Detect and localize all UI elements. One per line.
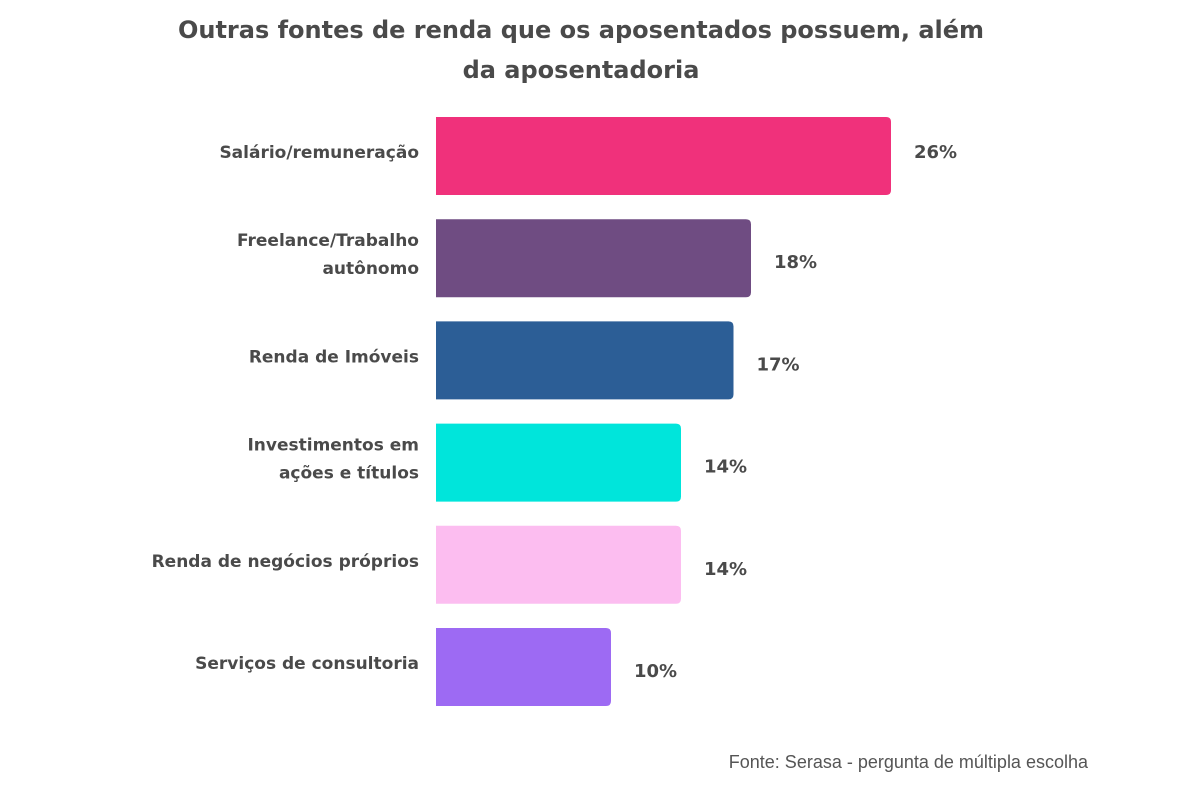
chart-title: Outras fontes de renda que os aposentado…: [0, 10, 1162, 90]
category-label: autônomo: [322, 259, 419, 279]
bar: [436, 117, 891, 195]
value-label: 14%: [704, 559, 747, 580]
value-label: 26%: [914, 142, 957, 163]
bar: [436, 321, 734, 400]
category-label: Investimentos em: [247, 436, 419, 456]
bar: [436, 219, 751, 298]
category-label: ações e títulos: [279, 464, 419, 484]
bar: [436, 423, 681, 502]
chart-title-line-1: Outras fontes de renda que os aposentado…: [177, 16, 985, 44]
value-label: 10%: [634, 661, 677, 682]
value-label: 14%: [704, 457, 747, 478]
category-label: Salário/remuneração: [219, 143, 419, 163]
category-label: Renda de negócios próprios: [152, 552, 419, 572]
category-label: Freelance/Trabalho: [237, 231, 419, 251]
value-label: 17%: [757, 354, 800, 375]
bar: [436, 525, 681, 604]
value-label: 18%: [774, 252, 817, 273]
source-note: Fonte: Serasa - pergunta de múltipla esc…: [728, 752, 1088, 772]
bar: [436, 628, 611, 706]
category-label: Serviços de consultoria: [195, 654, 419, 674]
category-label: Renda de Imóveis: [249, 347, 419, 367]
chart-title-line-2: da aposentadoria: [462, 56, 700, 84]
